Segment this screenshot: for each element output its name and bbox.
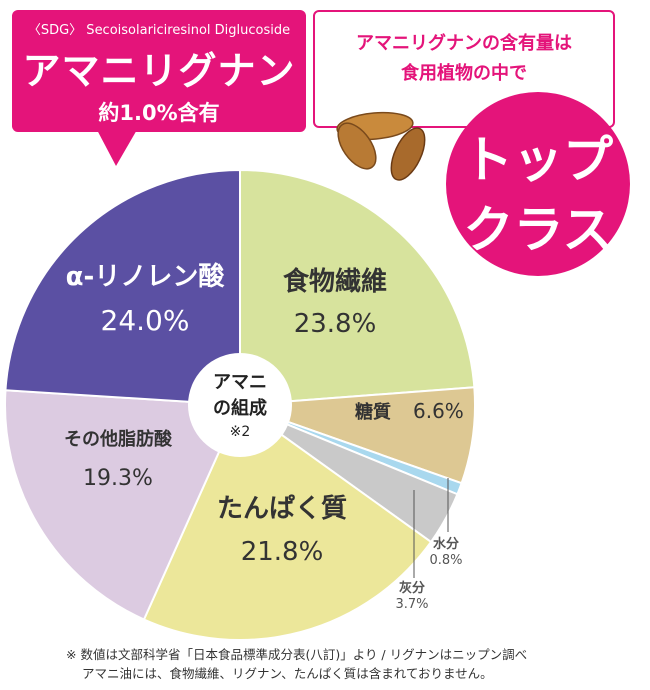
ranking-line1: アマニリグナンの含有量は <box>356 33 572 54</box>
slice-label-alpha-linolenic-acid: α-リノレン酸 <box>66 262 226 292</box>
slice-label-protein: たんぱく質 <box>217 494 347 524</box>
lignan-title: アマニリグナン <box>22 49 296 93</box>
pie-center <box>188 353 292 457</box>
slice-value-alpha-linolenic-acid: 24.0% <box>101 304 190 337</box>
badge-line1: トップ <box>463 131 613 189</box>
pie-slice-dietary-fiber <box>239 168 476 407</box>
slice-label-sugar: 糖質 <box>355 401 391 423</box>
flax-seeds-illustration <box>336 111 426 181</box>
slice-value-protein: 21.8% <box>241 537 324 567</box>
slice-label-dietary-fiber: 食物繊維 <box>283 266 387 297</box>
pie-slice-alpha-linolenic-acid <box>4 168 241 407</box>
lignan-content: 約1.0%含有 <box>98 101 220 125</box>
slice-value-dietary-fiber: 23.8% <box>294 309 377 339</box>
top-class-badge: トップ クラス <box>446 92 630 276</box>
center-label-line3: ※2 <box>230 424 251 440</box>
lignan-callout: 〈SDG〉 Secoisolariciresinol Diglucoside ア… <box>12 10 306 132</box>
footnote: ※ 数値は文部科学省「日本食品標準成分表(八訂)」より / リグナンはニップン調… <box>66 645 646 683</box>
sdg-subtitle: 〈SDG〉 Secoisolariciresinol Diglucoside <box>27 23 291 38</box>
slice-label-other-fatty-acids: その他脂肪酸 <box>64 428 173 450</box>
ranking-line2: 食用植物の中で <box>401 63 527 84</box>
slice-label-water: 水分 <box>433 536 459 552</box>
slice-value-other-fatty-acids: 19.3% <box>83 466 153 491</box>
slice-value-ash: 3.7% <box>395 597 428 612</box>
badge-line2: クラス <box>463 201 613 259</box>
center-label-line1: アマニ <box>213 372 267 393</box>
center-label-line2: の組成 <box>213 397 267 419</box>
footnote-line1: ※ 数値は文部科学省「日本食品標準成分表(八訂)」より / リグナンはニップン調… <box>66 647 528 662</box>
slice-label-ash: 灰分 <box>399 580 425 596</box>
pie-slice-protein <box>142 403 433 642</box>
footnote-line2: アマニ油には、食物繊維、リグナン、たんぱく質は含まれておりません。 <box>82 666 493 681</box>
callout-tail <box>96 128 138 166</box>
slice-value-sugar: 6.6% <box>413 399 464 423</box>
pie-slice-other-fatty-acids <box>4 389 242 621</box>
slice-value-water: 0.8% <box>429 553 462 568</box>
